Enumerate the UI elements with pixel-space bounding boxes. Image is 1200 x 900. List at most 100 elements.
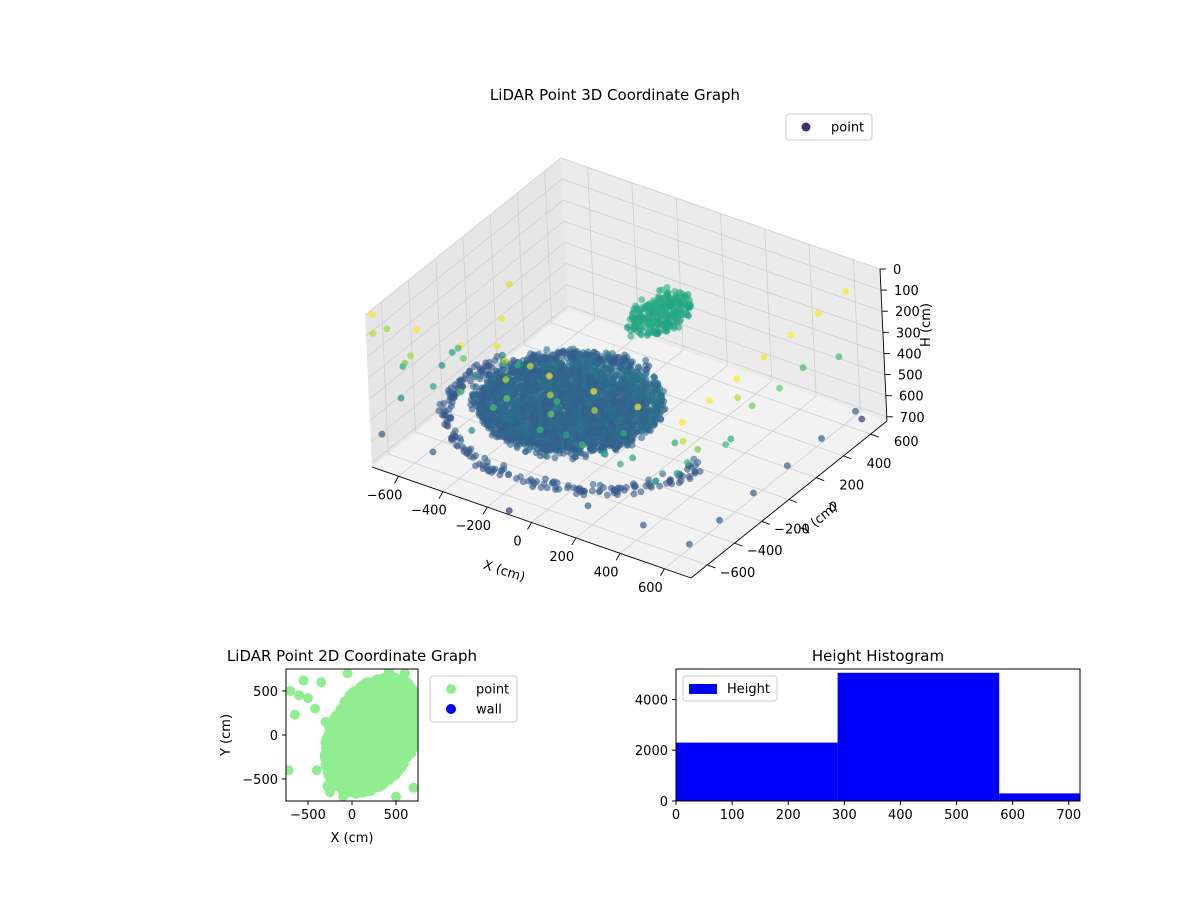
grid-line — [368, 242, 566, 400]
scatter-point — [590, 363, 598, 371]
scatter-point — [543, 346, 551, 354]
scatter-point — [727, 435, 735, 443]
chart-3d-points — [368, 280, 866, 548]
chart-2d-title: LiDAR Point 2D Coordinate Graph — [227, 647, 477, 665]
z-tick-label: 300 — [896, 326, 921, 341]
scatter-point — [610, 431, 618, 439]
scatter-point — [634, 403, 642, 411]
scatter-point — [639, 386, 647, 394]
scatter-point — [547, 410, 555, 418]
chart-3d-axes: −600−400−2000200400600−600−400−200020040… — [367, 263, 925, 596]
scatter-point — [540, 353, 548, 361]
z-tick-label: 200 — [895, 305, 920, 320]
scatter-point — [478, 400, 486, 408]
scatter-point — [504, 434, 512, 442]
scatter-point — [787, 331, 795, 339]
scatter-point — [625, 407, 633, 415]
scatter-point — [650, 412, 658, 420]
scatter-point — [622, 358, 630, 366]
scatter-point — [598, 385, 606, 393]
y-tick-label: −400 — [747, 544, 783, 559]
scatter-point — [553, 435, 561, 443]
y-tick-label: −200 — [774, 522, 810, 537]
scatter-point — [522, 447, 530, 455]
scatter-point — [529, 483, 537, 490]
scatter-point — [528, 407, 536, 415]
scatter-point — [438, 361, 446, 369]
scatter-point — [589, 480, 597, 488]
scatter-point — [530, 420, 538, 428]
chart-3d-xlabel: X (cm) — [481, 558, 527, 586]
scatter-point — [630, 490, 638, 498]
scatter-point — [508, 389, 516, 397]
scatter-point — [548, 379, 556, 387]
scatter-point — [548, 479, 556, 487]
scatter-point — [641, 418, 649, 425]
scatter-point — [632, 369, 640, 376]
scatter-point — [500, 359, 508, 367]
grid-line — [551, 322, 871, 435]
scatter-point — [585, 411, 593, 419]
scatter-point — [589, 394, 597, 402]
y-tick-label: 600 — [894, 435, 919, 450]
scatter-point — [456, 388, 464, 396]
scatter-point — [429, 448, 437, 456]
scatter-point — [572, 380, 580, 388]
z-tick-label: 0 — [893, 263, 901, 278]
scatter-point — [630, 317, 638, 325]
scatter-point — [470, 394, 478, 401]
scatter-point — [613, 485, 621, 493]
scatter-point — [465, 369, 473, 377]
x-tick — [394, 476, 399, 484]
scatter-point — [657, 415, 665, 423]
scatter-point — [579, 364, 587, 372]
x-tick-label: −400 — [411, 504, 447, 519]
scatter-point — [447, 402, 455, 410]
scatter-point — [479, 392, 487, 400]
scatter-point — [579, 387, 587, 395]
grid-line — [560, 157, 881, 270]
scatter-point — [496, 471, 504, 479]
z-tick-label: 600 — [899, 390, 924, 405]
legend-point-marker — [801, 122, 811, 132]
scatter-point — [643, 318, 651, 326]
scatter-point — [631, 323, 639, 331]
scatter-point — [584, 418, 592, 426]
scatter-point — [679, 437, 687, 445]
scatter-point — [471, 373, 479, 381]
scatter-point — [584, 502, 592, 510]
scatter-point — [634, 374, 641, 382]
x-tick-label: 200 — [549, 550, 574, 565]
scatter-point — [620, 429, 628, 437]
scatter-point — [611, 390, 618, 398]
scatter-point — [591, 406, 599, 414]
scatter-point — [541, 475, 549, 483]
scatter-point — [600, 450, 608, 457]
scatter-point — [551, 354, 559, 362]
scatter-point — [509, 415, 517, 423]
x-tick-label: −200 — [455, 519, 491, 534]
scatter-point — [536, 440, 544, 448]
scatter-point — [551, 454, 559, 462]
scatter-point — [619, 396, 626, 404]
x-tick — [660, 568, 665, 576]
scatter-point — [498, 351, 506, 359]
z-tick-label: 100 — [894, 284, 919, 299]
grid-line — [567, 305, 887, 418]
scatter-point — [637, 488, 645, 496]
scatter-point — [559, 347, 567, 355]
scatter-point — [497, 407, 505, 415]
scatter-point — [586, 429, 594, 437]
scatter-point — [599, 369, 607, 377]
y-tick-label: 0 — [829, 501, 837, 516]
z-tick-label: 500 — [898, 369, 923, 384]
scatter-point — [627, 332, 635, 340]
y-tick-label: −600 — [720, 566, 756, 581]
scatter-point — [490, 385, 497, 393]
scatter-point — [526, 439, 534, 447]
scatter-point — [485, 417, 493, 424]
scatter-point — [562, 378, 570, 386]
scatter-point — [749, 489, 757, 497]
scatter-point — [567, 416, 575, 424]
scatter-point — [564, 484, 572, 492]
